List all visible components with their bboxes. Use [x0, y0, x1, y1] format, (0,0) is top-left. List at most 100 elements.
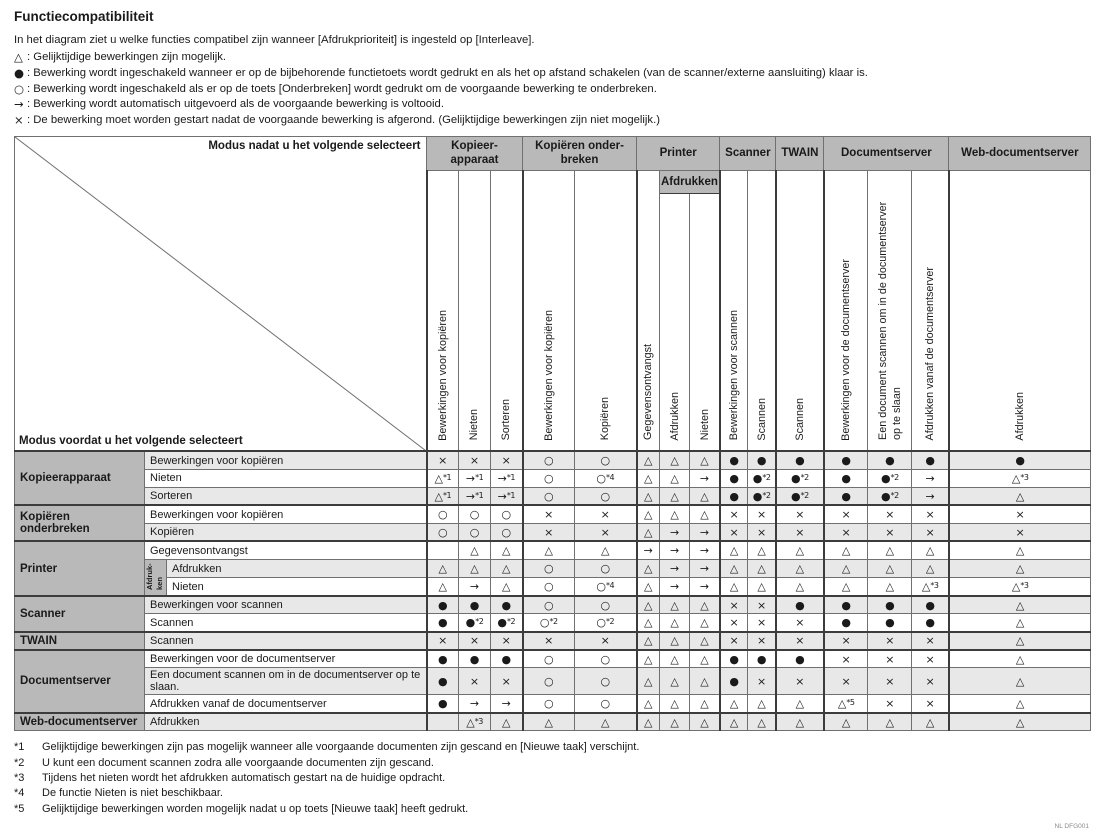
- matrix-cell: ○: [521, 694, 575, 714]
- matrix-cell: △: [635, 613, 660, 633]
- matrix-cell: →*1: [458, 468, 491, 488]
- matrix-cell: ●: [822, 450, 869, 470]
- matrix-cell: ●: [718, 667, 749, 696]
- matrix-cell: ×: [747, 522, 777, 542]
- row-label: Scannen: [144, 630, 427, 651]
- matrix-cell: △: [521, 540, 575, 560]
- column-header: Nieten: [458, 169, 491, 452]
- matrix-cell: ×: [911, 648, 950, 669]
- printer-afdrukken-subheader: Afdrukken: [658, 169, 721, 194]
- row-label: Nieten: [166, 577, 427, 597]
- matrix-cell: ×: [822, 667, 869, 696]
- before-mode-axis-label: Modus voordat u het volgende selecteert: [19, 435, 243, 448]
- matrix-cell: ×: [490, 450, 523, 470]
- matrix-cell: △: [822, 540, 869, 560]
- matrix-cell: △*5: [822, 694, 869, 714]
- matrix-cell: △: [635, 522, 660, 542]
- matrix-cell: ×: [718, 594, 749, 615]
- matrix-cell: △: [658, 667, 691, 696]
- footnote: *3 Tijdens het nieten wordt het afdrukke…: [14, 771, 1113, 786]
- matrix-cell: △: [490, 558, 523, 579]
- legend-item: ○ : Bewerking wordt ingeschakeld als er …: [14, 82, 1113, 98]
- matrix-cell: →: [658, 577, 691, 597]
- matrix-cell: △: [947, 630, 1092, 651]
- intro-text: In het diagram ziet u welke functies com…: [14, 34, 535, 46]
- matrix-cell: △*3: [458, 711, 491, 732]
- matrix-cell: △: [689, 613, 721, 633]
- matrix-cell: ×: [521, 630, 575, 651]
- footnote: *4 De functie Nieten is niet beschikbaar…: [14, 786, 1113, 801]
- matrix-cell: ●*2: [458, 613, 491, 633]
- matrix-cell: △: [822, 558, 869, 579]
- matrix-cell: △: [635, 594, 660, 615]
- matrix-cell: ×: [490, 667, 523, 696]
- matrix-cell: ●*2: [867, 468, 913, 488]
- matrix-cell: △: [911, 711, 950, 732]
- table-row: TWAIN Scannen × × × × × △ △ △ × × × × × × △: [14, 630, 1092, 651]
- matrix-cell: ○: [521, 648, 575, 669]
- table-row: Nieten △*1 →*1 →*1 ○ ○*4 △ △ → ● ●*2 ●*2 ● ●*2 → △*3: [15, 468, 1092, 488]
- matrix-cell: ●*2: [774, 486, 825, 506]
- matrix-cell: ×: [774, 504, 825, 524]
- column-header: Scannen: [774, 169, 825, 452]
- column-group-twain: TWAIN: [775, 135, 825, 171]
- footnote-marker: *4: [14, 787, 25, 800]
- matrix-cell: △: [774, 540, 825, 560]
- matrix-cell: ●: [458, 594, 491, 615]
- matrix-cell: ●: [425, 648, 459, 669]
- matrix-cell: ×: [521, 522, 575, 542]
- matrix-cell: ○: [521, 468, 575, 488]
- matrix-cell: △: [490, 711, 523, 732]
- matrix-cell: ●: [425, 594, 459, 615]
- row-label: Afdrukken: [166, 558, 427, 579]
- matrix-cell: ●*2: [747, 468, 777, 488]
- matrix-cell: ●*2: [867, 486, 913, 506]
- matrix-cell: ○: [521, 486, 575, 506]
- matrix-cell: ○*4: [574, 577, 637, 597]
- row-subgroup-cell: Afdruk-ken: [144, 558, 167, 597]
- column-header: Scannen: [747, 169, 777, 452]
- footnote-marker: *3: [14, 772, 25, 785]
- table-row: Kopiëren onderbreken Bewerkingen voor kop…: [14, 504, 1092, 542]
- row-label: Scannen: [144, 613, 427, 633]
- legend-item: × : De bewerking moet worden gestart nad…: [14, 113, 1113, 129]
- matrix-cell: [425, 711, 459, 732]
- matrix-cell: ○: [521, 450, 575, 470]
- open-circle-symbol-icon: ○: [14, 81, 25, 96]
- row-group-label: TWAIN: [14, 630, 145, 651]
- matrix-cell: ●: [822, 594, 869, 615]
- matrix-cell: ●: [458, 648, 491, 669]
- matrix-cell: ×: [867, 504, 913, 524]
- matrix-cell: △: [658, 711, 691, 732]
- matrix-cell: ×: [574, 630, 637, 651]
- matrix-cell: △*1: [425, 468, 459, 488]
- matrix-cell: →: [635, 540, 660, 560]
- matrix-cell: △*3: [947, 577, 1092, 597]
- matrix-cell: ×: [747, 667, 777, 696]
- table-row: Documentserver Bewerkingen voor de docume…: [14, 648, 1092, 714]
- matrix-cell: ○*2: [574, 613, 637, 633]
- footnote-text: U kunt een document scannen zodra alle v…: [42, 756, 434, 769]
- matrix-cell: ×: [867, 522, 913, 542]
- printer-subcolumn-row: Afdrukken Nieten: [15, 192, 1091, 452]
- row-label: Sorteren: [144, 486, 427, 506]
- matrix-cell: ×: [911, 504, 950, 524]
- matrix-cell: ×: [774, 630, 825, 651]
- matrix-cell: △: [718, 694, 749, 714]
- matrix-cell: ×: [458, 450, 491, 470]
- footnote: *5 Gelijktijdige bewerkingen worden moge…: [14, 802, 1113, 817]
- matrix-cell: △: [689, 450, 721, 470]
- matrix-cell: △: [521, 711, 575, 732]
- column-header: Een document scannen om in de documentse…: [867, 169, 913, 452]
- column-header: Afdrukken vanaf de documentserver: [911, 169, 950, 452]
- column-header: Gegevensontvangst: [635, 169, 660, 452]
- legend-item: △ : Gelijktijdige bewerkingen zijn mogel…: [14, 50, 1113, 66]
- matrix-cell: △: [947, 558, 1092, 579]
- matrix-cell: △: [747, 577, 777, 597]
- matrix-cell: ●: [867, 594, 913, 615]
- matrix-cell: ○: [574, 486, 637, 506]
- matrix-cell: △: [689, 711, 721, 732]
- matrix-cell: △: [822, 577, 869, 597]
- page-title: Functiecompatibiliteit: [14, 9, 154, 24]
- matrix-cell: ×: [911, 522, 950, 542]
